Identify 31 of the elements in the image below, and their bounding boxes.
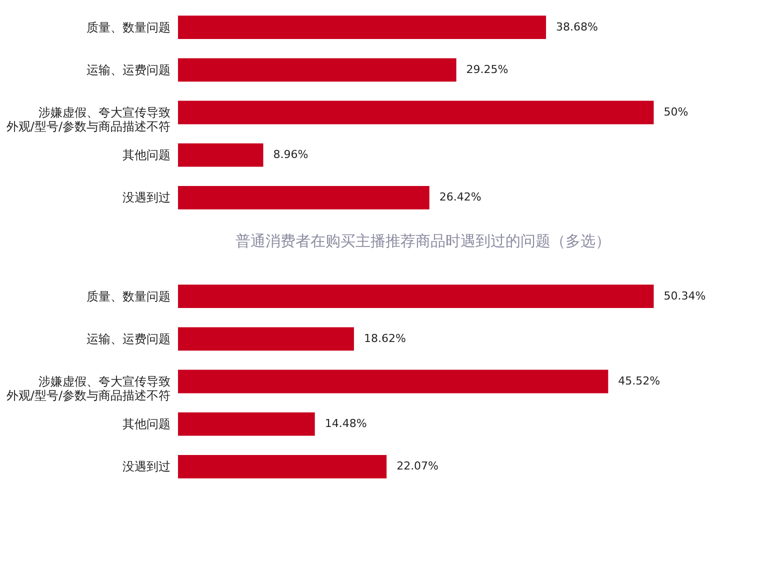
data-label: 45.52% (618, 374, 660, 388)
bar (178, 412, 315, 436)
data-label: 26.42% (439, 190, 482, 204)
bar (178, 327, 354, 351)
y-tick-label: 其他问题 (122, 417, 170, 432)
text: 普通消费者在购买主播推荐商品时遇到过的问题（多选） (236, 232, 610, 250)
data-label: 8.96% (273, 148, 308, 162)
y-tick-label: 质量、数量问题 (86, 20, 170, 34)
bar (178, 186, 430, 210)
bar (178, 16, 546, 40)
y-tick-label: 其他问题 (122, 148, 170, 162)
y-tick-label: 涉嫌虚假、夸大宣传导致外观/型号/参数与商品描述不符 (6, 374, 170, 402)
data-label: 14.48% (324, 417, 367, 430)
data-label: 29.25% (466, 62, 508, 76)
y-tick-label: 运输、运费问题 (86, 332, 170, 346)
y-tick-label: 运输、运费问题 (86, 62, 170, 77)
data-label: 22.07% (396, 460, 439, 473)
data-label: 38.68% (556, 20, 598, 34)
bar (178, 143, 264, 167)
bar (178, 370, 608, 394)
y-tick-label: 没遇到过 (122, 460, 170, 474)
bar (178, 454, 387, 478)
data-label: 50% (664, 106, 688, 118)
bar (178, 100, 654, 124)
y-tick-label: 质量、数量问题 (86, 289, 170, 304)
bar (178, 284, 654, 308)
data-label: 18.62% (364, 332, 406, 345)
y-tick-label: 没遇到过 (122, 190, 170, 205)
bar (178, 58, 456, 82)
y-tick-label: 涉嫌虚假、夸大宣传导致外观/型号/参数与商品描述不符 (6, 106, 170, 134)
data-label: 50.34% (664, 289, 706, 302)
